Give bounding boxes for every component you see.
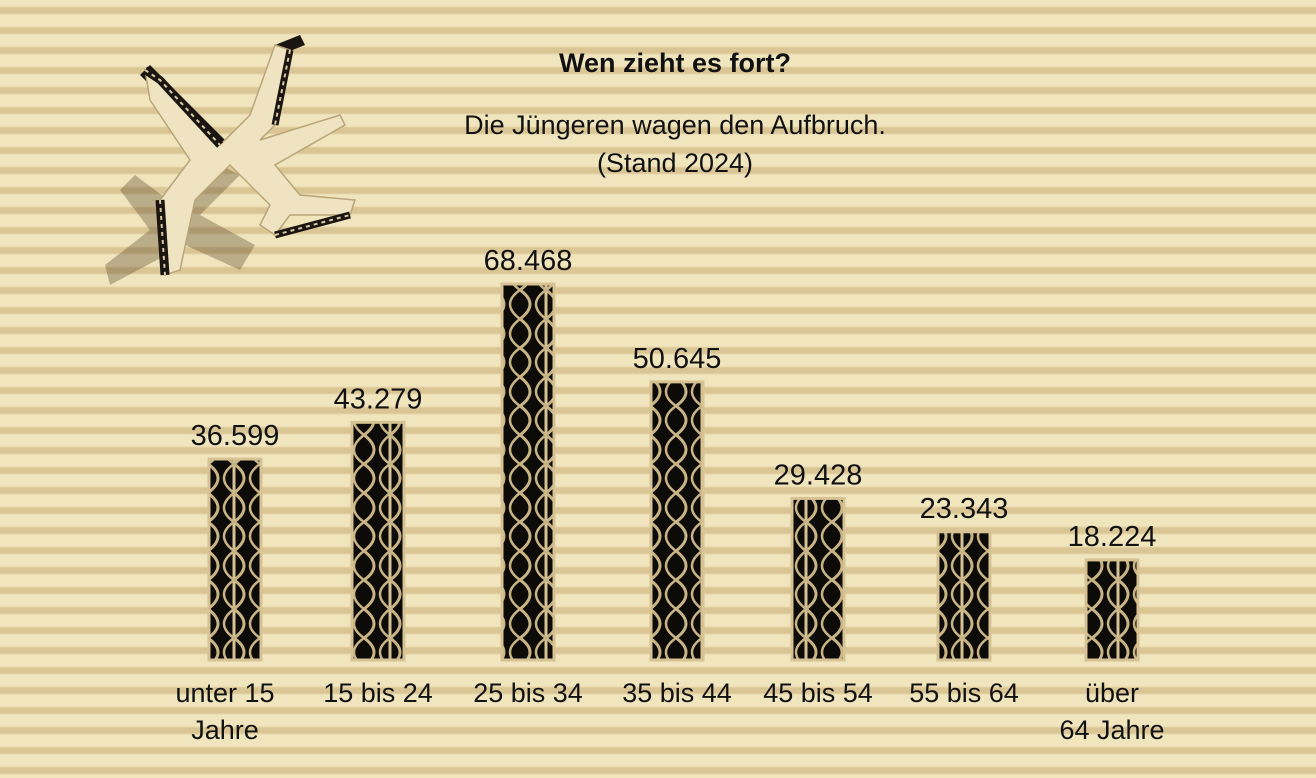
chart-subtitle-line-2: (Stand 2024): [596, 148, 754, 178]
bar-4: [649, 380, 705, 662]
category-label-1: unter 15: [175, 678, 274, 708]
category-label-7: über: [1085, 678, 1139, 708]
category-label-3: 25 bis 34: [473, 678, 583, 708]
bar-1: [207, 457, 263, 662]
bar-5: [790, 496, 846, 662]
value-label-7: 18.224: [1068, 521, 1157, 553]
bar-group-6: 23.343 55 bis 64: [909, 493, 1019, 708]
bar-group-2: 43.279 15 bis 24: [323, 383, 433, 708]
category-label-5: 45 bis 54: [763, 678, 873, 708]
bar-3: [500, 282, 556, 662]
chart-subtitle: Die Jüngeren wagen den Aufbruch. (Stand …: [0, 106, 1316, 182]
bar-group-3: 68.468 25 bis 34: [473, 245, 583, 708]
chart-title: Wen zieht es fort?: [558, 48, 792, 78]
value-label-3: 68.468: [484, 245, 573, 277]
bar-6: [936, 530, 992, 662]
cardboard-airplane-icon: [105, 35, 357, 285]
bar-group-7: 18.224 über 64 Jahre: [1059, 521, 1164, 745]
value-label-1: 36.599: [191, 420, 280, 452]
value-label-5: 29.428: [774, 459, 863, 491]
value-label-6: 23.343: [920, 493, 1009, 525]
bar-group-4: 50.645 35 bis 44: [622, 343, 732, 708]
chart-subtitle-line-1: Die Jüngeren wagen den Aufbruch.: [464, 110, 886, 140]
bar-group-1: 36.599 unter 15 Jahre: [175, 420, 279, 745]
bar-2: [350, 420, 406, 662]
category-label-4: 35 bis 44: [622, 678, 732, 708]
bar-group-5: 29.428 45 bis 54: [763, 459, 873, 708]
value-label-4: 50.645: [633, 343, 722, 375]
category-label-7-line-2: 64 Jahre: [1059, 715, 1164, 745]
value-label-2: 43.279: [334, 383, 423, 415]
category-label-2: 15 bis 24: [323, 678, 433, 708]
category-label-6: 55 bis 64: [909, 678, 1019, 708]
bar-7: [1084, 558, 1140, 662]
category-label-1-line-2: Jahre: [191, 715, 259, 745]
